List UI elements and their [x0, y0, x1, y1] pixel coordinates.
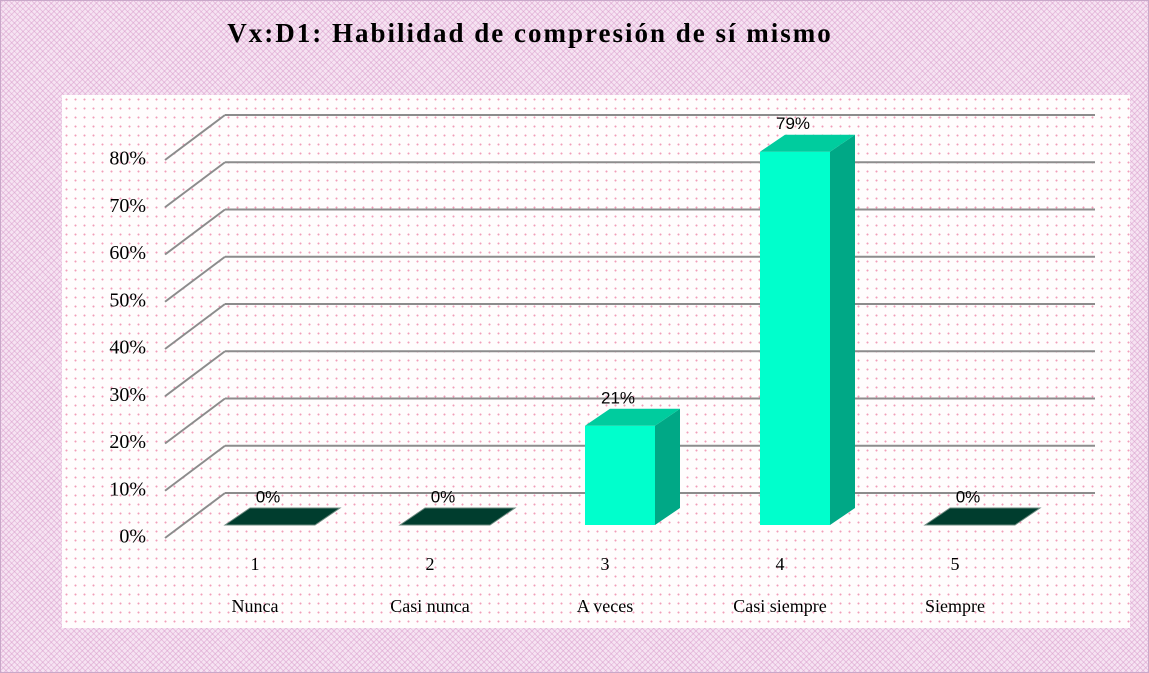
- y-tick-label: 60%: [109, 242, 146, 264]
- x-tick-label: 5: [951, 554, 960, 574]
- grid-line-side: [164, 114, 226, 161]
- x-tick-label: 4: [776, 554, 785, 574]
- value-label: 0%: [956, 487, 981, 506]
- y-tick-label: 30%: [109, 384, 146, 406]
- grid-line-side: [164, 208, 226, 256]
- y-tick-label: 50%: [109, 289, 146, 311]
- bar-side: [830, 134, 855, 525]
- y-tick-label: 20%: [109, 431, 146, 453]
- bar-front: [760, 151, 830, 525]
- x-category-label: Casi nunca: [390, 596, 469, 616]
- y-tick-label: 10%: [109, 478, 146, 500]
- y-tick-label: 40%: [109, 337, 146, 359]
- bar: [760, 134, 855, 525]
- value-label: 79%: [776, 114, 810, 133]
- x-category-label: A veces: [577, 596, 633, 616]
- grid-line-side: [164, 303, 226, 350]
- bar-top: [398, 507, 517, 526]
- value-label: 0%: [256, 487, 281, 506]
- y-tick-label: 80%: [109, 148, 146, 170]
- plot-area: [62, 95, 1130, 628]
- bar-top: [585, 408, 680, 426]
- value-label: 0%: [431, 487, 456, 506]
- bar: [585, 408, 680, 525]
- bar: [923, 507, 1042, 526]
- x-category-label: Nunca: [232, 596, 279, 616]
- grid-line-side: [164, 350, 226, 398]
- bar-side: [655, 408, 680, 525]
- grid-line-side: [164, 492, 226, 539]
- grid-line-side: [164, 444, 226, 492]
- y-tick-label: 70%: [109, 195, 146, 217]
- x-tick-label: 1: [251, 554, 260, 574]
- y-tick-label: 0%: [119, 526, 146, 548]
- bar-top: [760, 134, 855, 152]
- x-category-label: Siempre: [925, 596, 985, 616]
- x-tick-label: 3: [601, 554, 610, 574]
- grid-line-side: [164, 161, 226, 209]
- x-tick-label: 2: [426, 554, 435, 574]
- bar-front: [585, 425, 655, 525]
- grid-line-side: [164, 255, 226, 303]
- chart-title: Vx:D1: Habilidad de compresión de sí mis…: [227, 18, 833, 48]
- bar: [223, 507, 342, 526]
- value-label: 21%: [601, 388, 635, 407]
- bar-top: [923, 507, 1042, 526]
- bar: [398, 507, 517, 526]
- x-category-label: Casi siempre: [733, 596, 826, 616]
- grid-line-side: [164, 397, 226, 445]
- bar-top: [223, 507, 342, 526]
